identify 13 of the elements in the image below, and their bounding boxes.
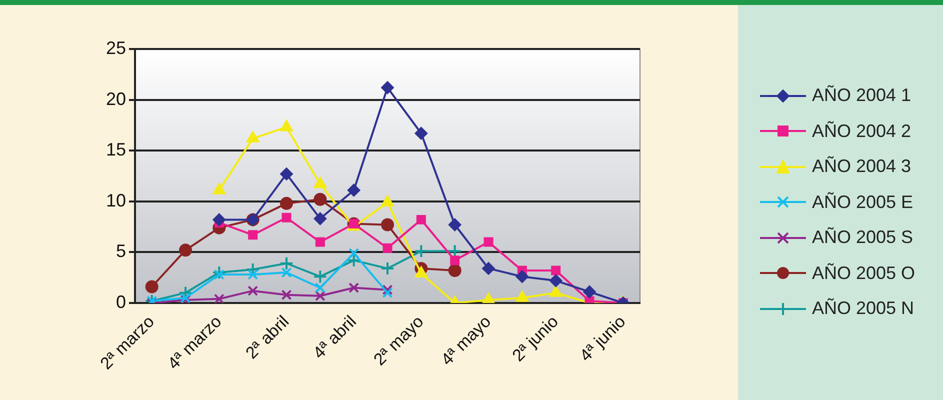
legend-label: AÑO 2004 2 bbox=[812, 120, 912, 142]
legend-label: AÑO 2005 O bbox=[812, 262, 916, 284]
legend-label: AÑO 2005 S bbox=[812, 227, 914, 248]
legend-label: AÑO 2005 N bbox=[812, 298, 914, 320]
y-tick-label: 25 bbox=[106, 38, 126, 58]
y-tick-label: 0 bbox=[116, 292, 126, 312]
y-tick-label: 20 bbox=[106, 88, 126, 109]
y-tick-label: 10 bbox=[106, 190, 126, 210]
legend-label: AÑO 2004 1 bbox=[812, 85, 912, 106]
y-tick-label: 15 bbox=[106, 140, 126, 160]
legend-label: AÑO 2005 E bbox=[812, 192, 914, 213]
y-tick-label: 5 bbox=[116, 241, 126, 262]
legend-label: AÑO 2004 3 bbox=[812, 156, 912, 178]
